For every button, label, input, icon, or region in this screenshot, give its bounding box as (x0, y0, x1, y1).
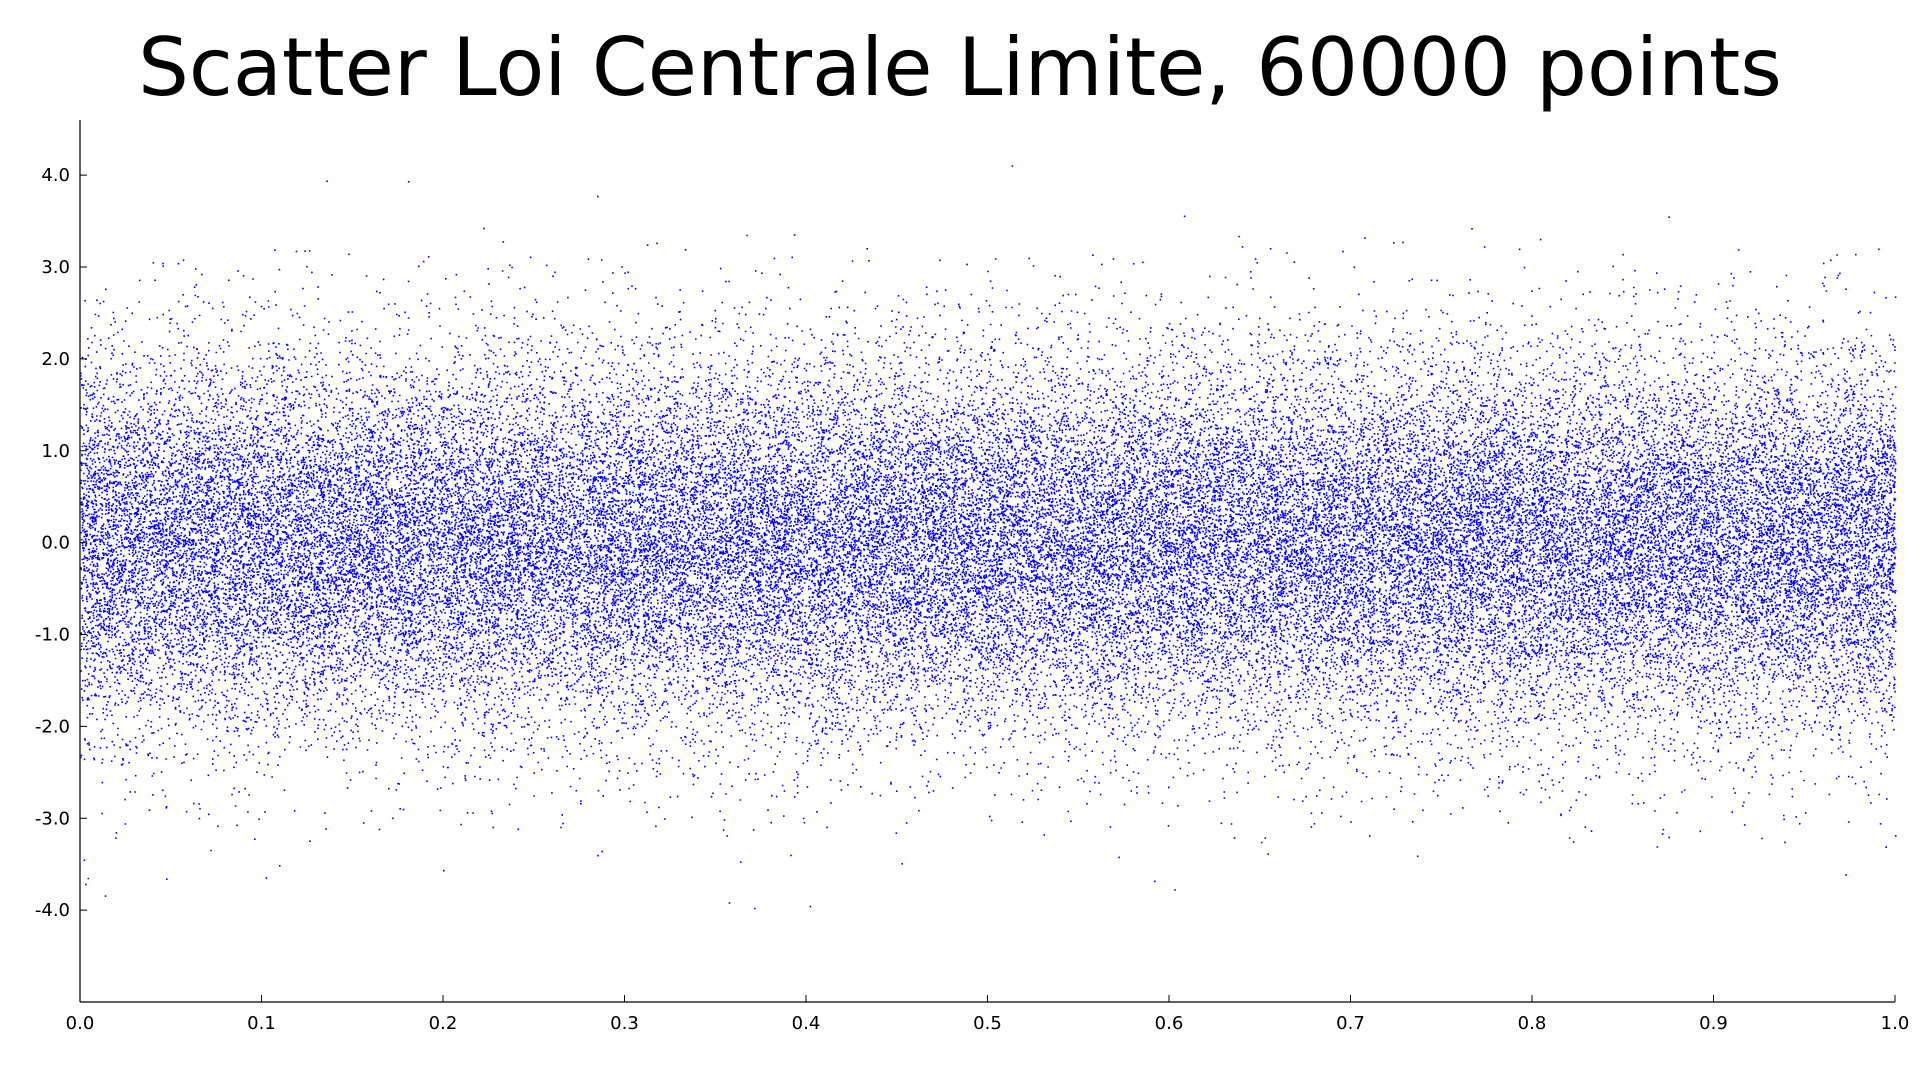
y-tick-label: 2.0 (41, 349, 70, 370)
x-tick-label: 0.9 (1699, 1013, 1728, 1034)
x-tick-label: 0.2 (429, 1013, 458, 1034)
scatter-points (80, 165, 1897, 910)
x-tick-label: 1.0 (1881, 1013, 1910, 1034)
y-tick-label: 3.0 (41, 257, 70, 278)
y-axis-ticks: 4.0 3.0 2.0 1.0 0.0 -1.0 -2.0 -3.0 -4.0 (35, 165, 87, 921)
scatter-point-cloud (80, 165, 1897, 910)
y-tick-label: 4.0 (41, 165, 70, 186)
x-tick-label: 0.4 (792, 1013, 821, 1034)
x-tick-label: 0.0 (66, 1013, 95, 1034)
x-tick-label: 0.5 (973, 1013, 1002, 1034)
y-tick-label: 0.0 (41, 533, 70, 554)
x-tick-label: 0.6 (1155, 1013, 1184, 1034)
chart-title: Scatter Loi Centrale Limite, 60000 point… (138, 21, 1782, 114)
y-tick-label: -3.0 (35, 808, 70, 829)
x-tick-label: 0.8 (1518, 1013, 1547, 1034)
x-axis-ticks: 0.0 0.1 0.2 0.3 0.4 0.5 0.6 0.7 0.8 0.9 1.0 (66, 995, 1910, 1034)
x-tick-label: 0.7 (1336, 1013, 1365, 1034)
x-tick-label: 0.3 (610, 1013, 639, 1034)
y-tick-label: -1.0 (35, 625, 70, 646)
y-tick-label: -2.0 (35, 716, 70, 737)
x-tick-label: 0.1 (247, 1013, 276, 1034)
y-tick-label: 1.0 (41, 441, 70, 462)
y-tick-label: -4.0 (35, 900, 70, 921)
